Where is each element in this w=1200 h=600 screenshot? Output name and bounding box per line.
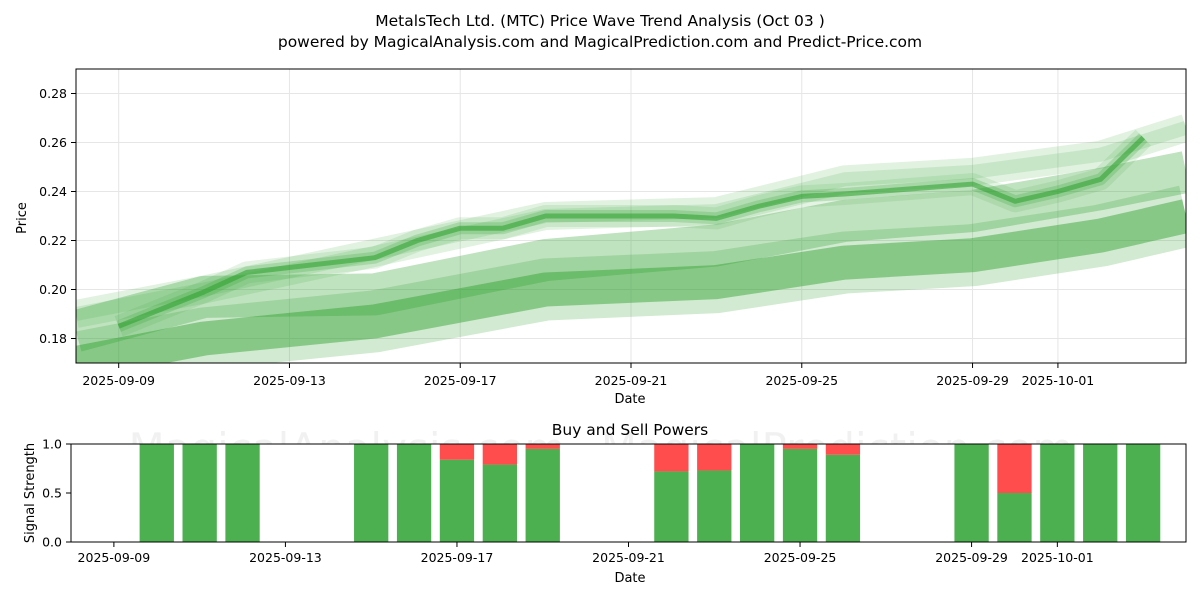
signal-x-tick-label: 2025-10-01: [1021, 550, 1094, 565]
sell-bar: [997, 444, 1032, 493]
chart-title-line1: MetalsTech Ltd. (MTC) Price Wave Trend A…: [375, 12, 825, 30]
buy-bar: [997, 493, 1032, 542]
price-trend-band: [76, 114, 1186, 328]
price-y-tick-label: 0.22: [39, 233, 67, 248]
bottom-title: Buy and Sell Powers: [552, 421, 709, 439]
buy-bar: [1083, 444, 1118, 542]
price-plot: 2025-09-09 2025-09-13 2025-09-17 2025-09-21…: [39, 68, 1187, 388]
price-x-tick-label: 2025-09-21: [595, 373, 668, 388]
price-y-tick-label: 0.24: [39, 184, 67, 199]
signal-x-tick-label: 2025-09-21: [592, 550, 665, 565]
signal-x-tick-label: 2025-09-25: [764, 550, 837, 565]
top-ylabel: Price: [15, 202, 30, 234]
price-y-tick-label: 0.18: [39, 331, 67, 346]
sell-bar: [654, 444, 689, 472]
price-trend-band: [76, 121, 1186, 321]
sell-bar: [525, 444, 560, 449]
price-y-tick-label: 0.26: [39, 135, 67, 150]
sell-bar: [825, 444, 861, 455]
buy-bar: [482, 464, 517, 542]
buy-bar: [439, 459, 475, 542]
buy-bar: [139, 444, 174, 542]
signal-x-tick-label: 2025-09-29: [935, 550, 1008, 565]
top-xlabel: Date: [614, 392, 645, 407]
buy-bar: [740, 444, 775, 542]
price-x-tick-label: 2025-09-25: [765, 373, 838, 388]
buy-bar: [825, 454, 861, 542]
buy-bar: [782, 448, 818, 542]
sell-bar: [697, 444, 732, 471]
buy-bar: [525, 448, 560, 542]
sell-bar: [482, 444, 517, 465]
signal-y-tick-label: 1.0: [42, 437, 62, 452]
buy-bar: [354, 444, 389, 542]
price-bands: [76, 114, 1186, 363]
price-x-tick-label: 2025-09-17: [424, 373, 497, 388]
price-x-tick-label: 2025-10-01: [1022, 373, 1095, 388]
buy-bar: [697, 470, 732, 542]
price-trend-band: [76, 199, 1186, 363]
price-trend-band: [117, 135, 1146, 329]
buy-bar: [1040, 444, 1075, 542]
price-trend-band: [76, 185, 1186, 363]
signal-x-tick-label: 2025-09-13: [249, 550, 322, 565]
buy-bar: [225, 444, 260, 542]
chart-title-line2: powered by MagicalAnalysis.com and Magic…: [278, 33, 922, 51]
signal-plot: 2025-09-09 2025-09-13 2025-09-17 2025-09-21…: [42, 437, 1187, 565]
signal-x-tick-label: 2025-09-17: [421, 550, 494, 565]
buy-bar: [654, 471, 689, 542]
signal-y-tick-label: 0.5: [42, 486, 62, 501]
price-y-tick-label: 0.20: [39, 282, 67, 297]
price-x-tick-label: 2025-09-09: [82, 373, 155, 388]
sell-bar: [439, 444, 475, 460]
buy-bar: [182, 444, 217, 542]
buy-bar: [954, 444, 989, 542]
price-trend-band: [76, 151, 1186, 352]
signal-y-tick-label: 0.0: [42, 535, 62, 550]
signal-x-tick-label: 2025-09-09: [78, 550, 151, 565]
price-plot-frame: [75, 68, 1187, 364]
price-x-tick-label: 2025-09-29: [936, 373, 1009, 388]
price-y-tick-label: 0.28: [39, 86, 67, 101]
buy-bar: [1125, 444, 1161, 542]
signal-plot-frame: [70, 443, 1187, 543]
bottom-xlabel: Date: [614, 571, 645, 586]
bottom-ylabel: Signal Strength: [23, 443, 38, 543]
sell-bar: [782, 444, 818, 449]
buy-bar: [396, 444, 432, 542]
price-x-tick-label: 2025-09-13: [253, 373, 326, 388]
